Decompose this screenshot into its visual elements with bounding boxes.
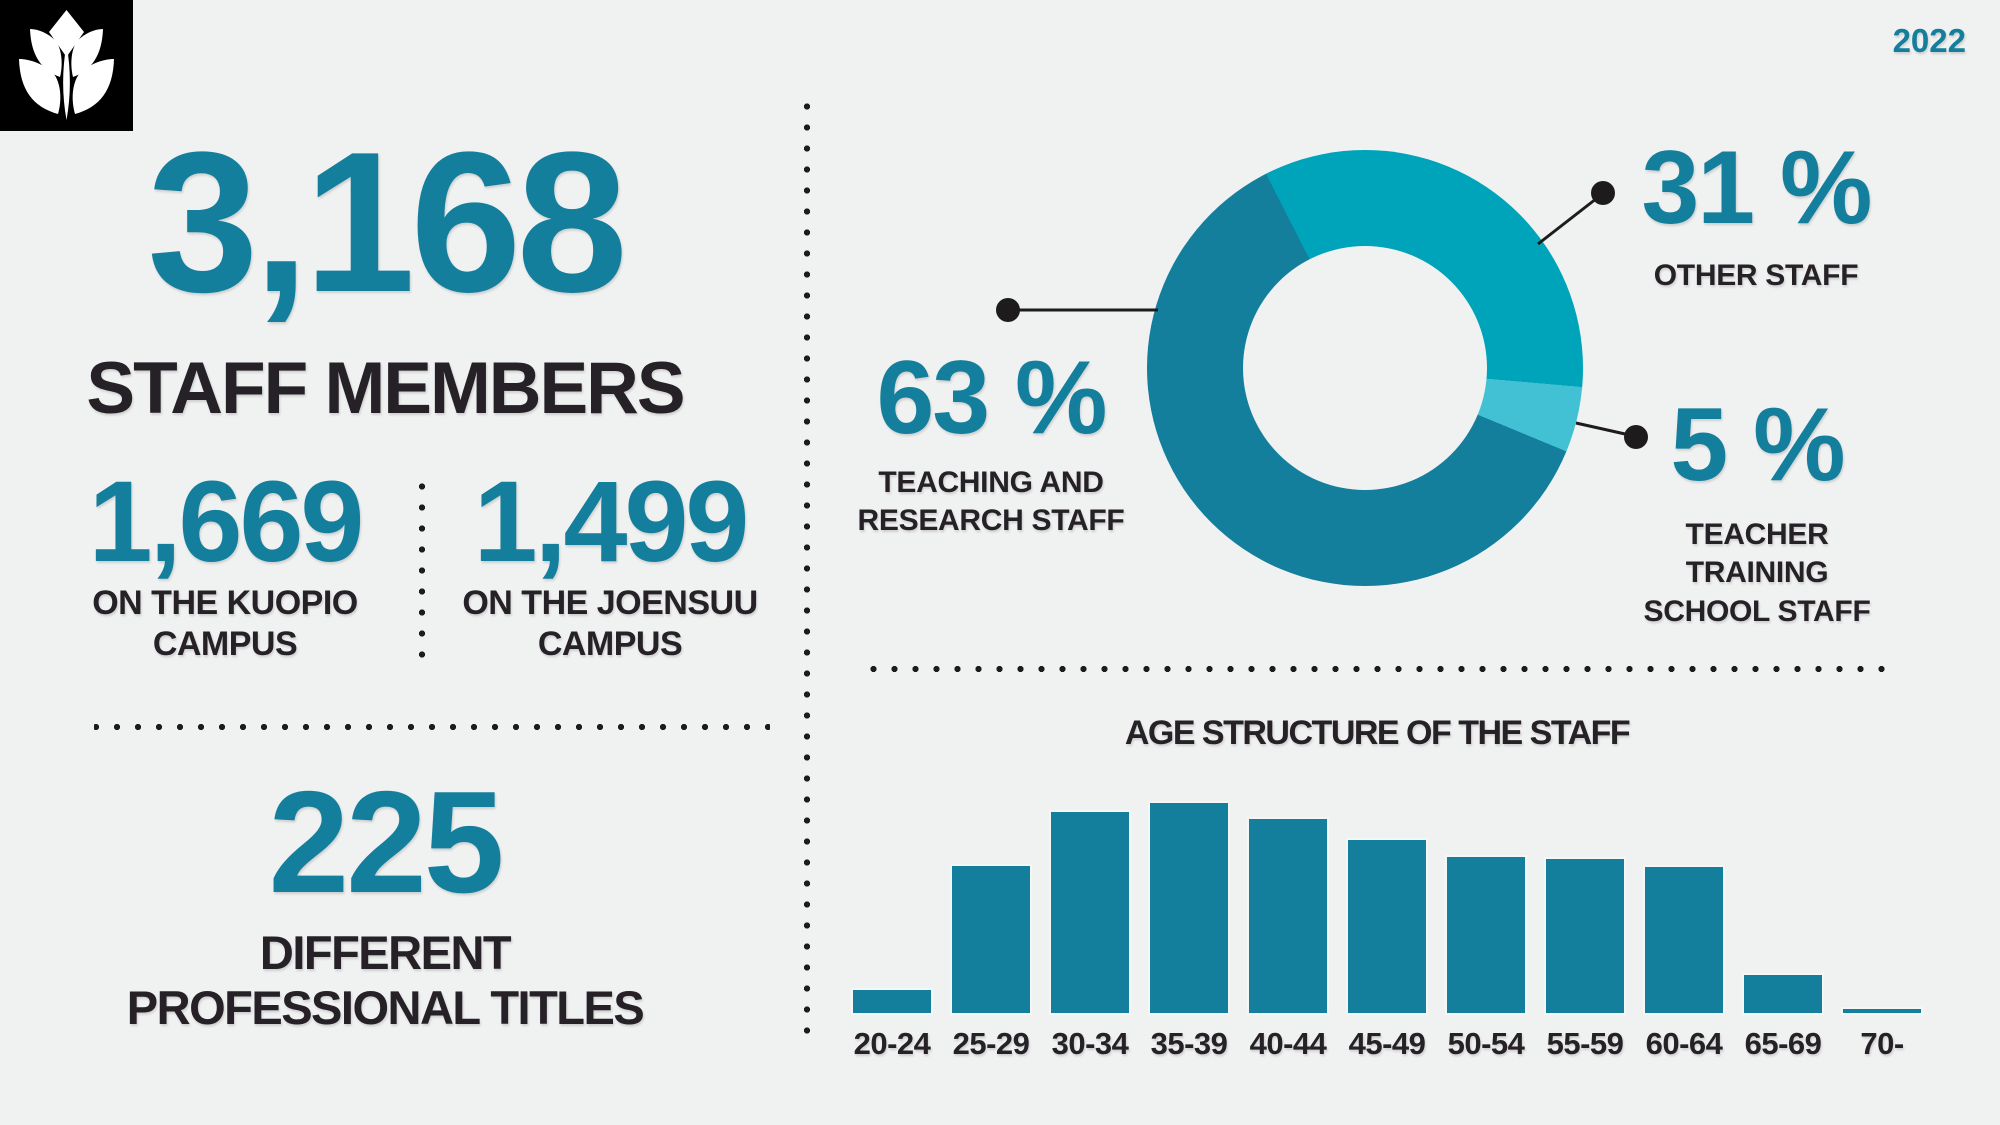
donut-hole	[1243, 246, 1487, 490]
kuopio-campus-label-line2: CAMPUS	[152, 624, 298, 663]
bar-label-45-49: 45-49	[1348, 1026, 1426, 1061]
teacher-training-label-line3: SCHOOL STAFF	[1643, 594, 1871, 628]
bar-35-39	[1150, 803, 1228, 1013]
kuopio-campus-number: 1,669	[88, 458, 365, 586]
teacher-training-label-line1: TEACHER	[1685, 518, 1829, 551]
joensuu-campus-label-line1: ON THE JOENSUU	[462, 584, 758, 622]
teacher-training-pct: 5 %	[1670, 387, 1845, 503]
main-vertical-dotted-divider	[803, 97, 811, 1040]
teacher-training-label: TEACHER TRAINING SCHOOL STAFF	[1597, 516, 1917, 631]
uef-logo	[0, 0, 133, 131]
bar-label-35-39: 35-39	[1150, 1026, 1228, 1061]
teaching-research-label-line2: RESEARCH STAFF	[857, 504, 1125, 538]
callout-teaching-research: 63 % TEACHING AND RESEARCH STAFF	[826, 346, 1156, 541]
bar-30-34	[1051, 812, 1129, 1013]
teaching-research-label-line1: TEACHING AND	[878, 466, 1104, 499]
bar-label-20-24: 20-24	[853, 1026, 931, 1061]
kuopio-campus-label: ON THE KUOPIO CAMPUS	[20, 583, 430, 665]
teaching-research-label: TEACHING AND RESEARCH STAFF	[826, 464, 1156, 541]
bar-chart-labels: 20-24 25-29 30-34 35-39 40-44 45-49 50-54 55-59…	[853, 1026, 1963, 1066]
right-horizontal-dotted-divider	[857, 665, 1898, 673]
bar-label-50-54: 50-54	[1447, 1026, 1525, 1061]
bar-label-55-59: 55-59	[1546, 1026, 1624, 1061]
joensuu-campus-number: 1,499	[473, 458, 750, 586]
professional-titles-label-line1: DIFFERENT	[259, 926, 512, 979]
bar-70-	[1843, 1009, 1921, 1013]
bar-55-59	[1546, 859, 1624, 1013]
donut-chart	[1147, 150, 1583, 586]
total-staff-label: STAFF MEMBERS	[86, 348, 685, 429]
callout-other-staff: 31 % OTHER STAFF	[1596, 136, 1916, 295]
bar-label-65-69: 65-69	[1744, 1026, 1822, 1061]
left-horizontal-dotted-divider	[94, 723, 770, 731]
bar-45-49	[1348, 840, 1426, 1013]
bar-chart	[853, 770, 1943, 1013]
bar-40-44	[1249, 819, 1327, 1013]
other-staff-label: OTHER STAFF	[1653, 259, 1859, 292]
professional-titles-number: 225	[268, 761, 505, 923]
bar-label-30-34: 30-34	[1051, 1026, 1129, 1061]
teaching-research-pct: 63 %	[876, 340, 1107, 456]
year-label: 2022	[1892, 22, 1966, 59]
bar-label-40-44: 40-44	[1249, 1026, 1327, 1061]
joensuu-campus-label-line2: CAMPUS	[537, 624, 683, 663]
bar-label-70-: 70-	[1860, 1026, 1904, 1061]
callout-teacher-training: 5 % TEACHER TRAINING SCHOOL STAFF	[1597, 393, 1917, 631]
total-staff-number: 3,168	[147, 111, 628, 334]
bar-20-24	[853, 990, 931, 1013]
bar-25-29	[952, 866, 1030, 1013]
bar-label-60-64: 60-64	[1645, 1026, 1723, 1061]
bar-chart-title: AGE STRUCTURE OF THE STAFF	[1124, 714, 1631, 752]
campus-split-dotted-divider	[418, 478, 426, 663]
other-staff-pct: 31 %	[1641, 130, 1872, 246]
bar-65-69	[1744, 975, 1822, 1013]
joensuu-campus-label: ON THE JOENSUU CAMPUS	[425, 583, 795, 665]
professional-titles-label-line2: PROFESSIONAL TITLES	[126, 980, 645, 1034]
teacher-training-label-line2: TRAINING	[1685, 556, 1829, 590]
professional-titles-label: DIFFERENT PROFESSIONAL TITLES	[0, 926, 770, 1035]
uef-leaf-icon	[19, 10, 114, 120]
kuopio-campus-label-line1: ON THE KUOPIO	[92, 584, 358, 622]
bar-50-54	[1447, 857, 1525, 1013]
bar-60-64	[1645, 867, 1723, 1013]
bar-label-25-29: 25-29	[952, 1026, 1030, 1061]
